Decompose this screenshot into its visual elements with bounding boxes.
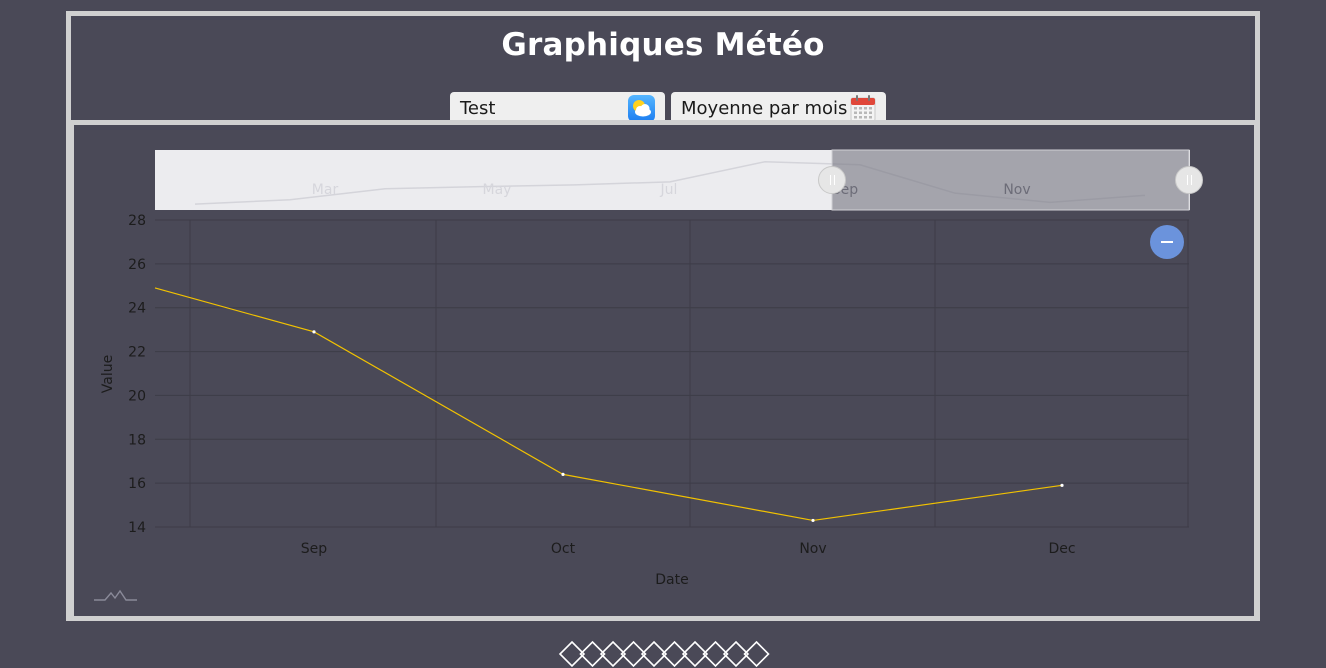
diamond-shape	[661, 640, 688, 668]
diamond-shape	[599, 640, 627, 668]
y-tick-label-22: 22	[128, 345, 146, 361]
y-tick-label-18: 18	[128, 432, 146, 448]
x-tick-label-sep: Sep	[301, 541, 328, 557]
y-tick-label-20: 20	[128, 388, 146, 404]
y-tick-label-14: 14	[128, 520, 146, 536]
navigator-selection	[831, 149, 1190, 211]
y-tick-label-24: 24	[128, 301, 146, 317]
y-axis-title: Value	[100, 355, 116, 393]
calendar-icon	[850, 95, 876, 122]
y-tick-label-16: 16	[128, 476, 146, 492]
navigator-right-handle[interactable]	[1175, 166, 1203, 194]
diamond-shape	[702, 640, 729, 668]
mode-select-value: Moyenne par mois	[681, 97, 848, 119]
x-tick-label-dec: Dec	[1048, 541, 1075, 557]
diamond-shape	[743, 640, 770, 668]
station-select-value: Test	[460, 97, 496, 119]
diamond-shape	[640, 640, 668, 668]
x-axis-title: Date	[655, 572, 688, 588]
chart-panel	[66, 120, 1260, 621]
x-tick-label-oct: Oct	[551, 541, 576, 557]
data-point-dec	[1060, 483, 1064, 487]
navigator-label-mar: Mar	[312, 182, 339, 198]
station-select[interactable]: Test	[450, 92, 665, 124]
diamond-shape	[558, 640, 586, 668]
decorative-diamonds-icon	[558, 640, 770, 668]
navigator-label-may: May	[483, 182, 512, 198]
series-line-0	[154, 287, 1063, 522]
navigator-label-jul: Jul	[660, 182, 678, 198]
page-title: Graphiques Météo	[501, 27, 825, 63]
y-tick-label-28: 28	[128, 213, 146, 229]
data-point-sep	[312, 330, 316, 334]
zoom-reset-button[interactable]	[1150, 225, 1184, 259]
chart-logo-icon	[94, 589, 137, 601]
y-tick-label-26: 26	[128, 257, 146, 273]
mode-select[interactable]: Moyenne par mois	[671, 92, 886, 124]
data-point-oct	[561, 472, 565, 476]
navigator-left-handle[interactable]	[818, 166, 846, 194]
header-panel: Graphiques Météo Test Moyenne par mois	[66, 11, 1260, 124]
weather-cloud-sun-icon	[628, 95, 655, 122]
diamond-shape	[620, 640, 647, 668]
diamond-shape	[681, 640, 709, 668]
diamond-shape	[722, 640, 750, 668]
diamond-shape	[579, 640, 606, 668]
x-tick-label-nov: Nov	[799, 541, 826, 557]
data-point-nov	[811, 518, 815, 523]
